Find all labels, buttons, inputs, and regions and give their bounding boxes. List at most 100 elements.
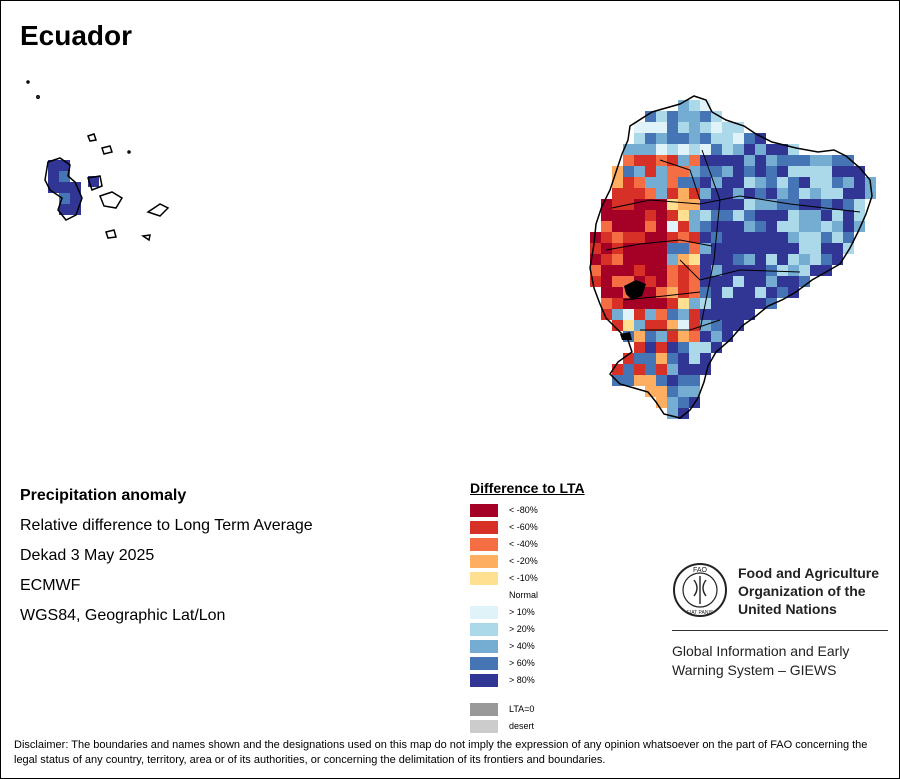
anomaly-cell [645,177,656,188]
anomaly-cell [755,276,766,287]
anomaly-cell [645,254,656,265]
anomaly-cell [711,309,722,320]
anomaly-cell [634,177,645,188]
anomaly-cell [667,210,678,221]
anomaly-cell [722,221,733,232]
legend-swatch [470,703,498,716]
anomaly-cell [865,188,876,199]
anomaly-cell [711,276,722,287]
anomaly-cell [689,188,700,199]
anomaly-cell [722,298,733,309]
anomaly-cell [645,309,656,320]
anomaly-cell [656,144,667,155]
legend-row: < -10% [470,570,585,587]
anomaly-cell [788,144,799,155]
anomaly-cell [777,276,788,287]
anomaly-cell [843,166,854,177]
anomaly-cell [700,276,711,287]
anomaly-cell [843,177,854,188]
anomaly-cell [777,188,788,199]
anomaly-cell [711,265,722,276]
anomaly-cell [59,160,70,171]
anomaly-cell [711,133,722,144]
anomaly-cell [667,265,678,276]
anomaly-cell [755,177,766,188]
anomaly-cell [634,364,645,375]
anomaly-cell [689,386,700,397]
anomaly-cell [656,221,667,232]
anomaly-cell [623,188,634,199]
anomaly-cell [612,221,623,232]
anomaly-cell [656,342,667,353]
anomaly-cell [645,320,656,331]
anomaly-cell [766,298,777,309]
anomaly-cell [733,199,744,210]
anomaly-cell [634,144,645,155]
anomaly-cell [777,287,788,298]
anomaly-cell [634,331,645,342]
anomaly-cell [711,331,722,342]
anomaly-cell [689,243,700,254]
anomaly-cell [733,287,744,298]
anomaly-cell [623,232,634,243]
anomaly-cell [711,254,722,265]
legend-label: > 20% [509,624,535,634]
anomaly-cell [689,309,700,320]
giews-name: Global Information and Early Warning Sys… [672,642,849,680]
anomaly-cell [733,320,744,331]
anomaly-cell [788,155,799,166]
anomaly-cell [645,276,656,287]
legend-row: > 10% [470,604,585,621]
anomaly-cell [700,122,711,133]
anomaly-cell [810,243,821,254]
anomaly-cell [634,133,645,144]
anomaly-cell [678,177,689,188]
legend-extra-row: LTA=0 [470,701,585,718]
anomaly-cell [832,188,843,199]
anomaly-cell [700,232,711,243]
anomaly-cell [656,375,667,386]
anomaly-cell [777,144,788,155]
anomaly-cell [678,232,689,243]
anomaly-cell [656,254,667,265]
anomaly-cell [656,298,667,309]
anomaly-cell [667,111,678,122]
anomaly-cell [810,177,821,188]
anomaly-cell [711,144,722,155]
anomaly-cell [788,276,799,287]
anomaly-cell [700,210,711,221]
anomaly-cell [634,353,645,364]
anomaly-cell [700,221,711,232]
legend-swatch [470,572,498,585]
anomaly-cell [678,254,689,265]
anomaly-cell [722,232,733,243]
anomaly-cell [843,188,854,199]
anomaly-cell [722,254,733,265]
anomaly-cell [832,155,843,166]
legend-row: Normal [470,587,585,604]
anomaly-cell [656,166,667,177]
anomaly-cell [678,408,689,419]
anomaly-cell [656,364,667,375]
legend-swatch [470,640,498,653]
anomaly-cell [788,243,799,254]
legend-row: > 60% [470,655,585,672]
anomaly-cell [678,166,689,177]
anomaly-cell [645,243,656,254]
mainland-anomaly-grid [590,100,876,419]
anomaly-cell [70,193,81,204]
legend-title: Difference to LTA [470,480,585,496]
anomaly-cell [832,254,843,265]
legend-label: LTA=0 [509,704,535,714]
anomaly-cell [755,210,766,221]
anomaly-cell [634,342,645,353]
legend-label: < -20% [509,556,538,566]
anomaly-cell [634,199,645,210]
anomaly-cell [700,188,711,199]
anomaly-cell [645,232,656,243]
anomaly-cell [601,298,612,309]
anomaly-cell [678,122,689,133]
anomaly-cell [744,210,755,221]
anomaly-cell [645,155,656,166]
anomaly-cell [645,166,656,177]
